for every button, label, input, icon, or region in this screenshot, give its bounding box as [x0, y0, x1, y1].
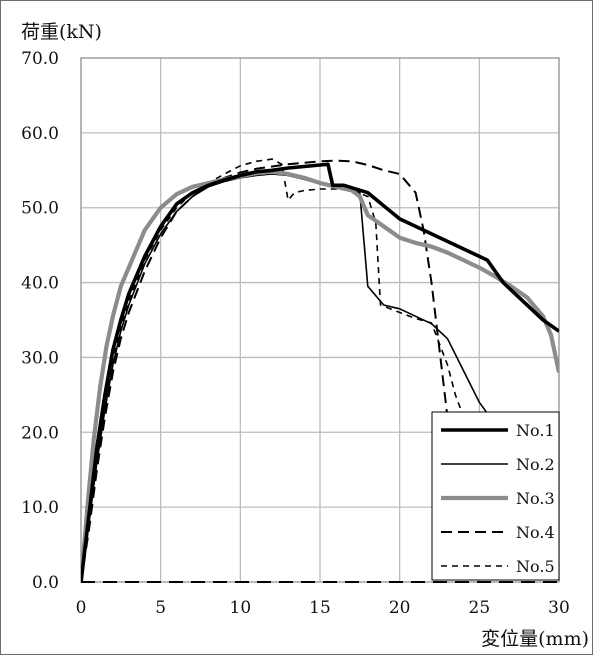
x-tick-label: 20 — [389, 598, 411, 618]
y-tick-label: 50.0 — [21, 199, 59, 219]
series-line-no1 — [81, 162, 559, 582]
series-line-no3 — [81, 169, 559, 582]
y-tick-labels: 0.0 10.0 20.0 30.0 40.0 50.0 60.0 70.0 — [21, 49, 59, 593]
series-lines — [81, 158, 559, 582]
x-tick-labels: 0 5 10 15 20 25 30 — [76, 598, 570, 618]
x-tick-label: 0 — [76, 598, 87, 618]
y-tick-label: 10.0 — [21, 498, 59, 518]
series-line-no4 — [81, 159, 449, 582]
x-tick-label: 30 — [548, 598, 570, 618]
y-tick-label: 40.0 — [21, 274, 59, 294]
x-tick-label: 5 — [155, 598, 166, 618]
x-tick-label: 25 — [469, 598, 491, 618]
y-tick-label: 60.0 — [21, 124, 59, 144]
grid-lines — [80, 57, 560, 583]
plot-area-border — [80, 57, 560, 583]
legend-label: No.5 — [516, 557, 555, 576]
series-line-no2 — [81, 173, 500, 582]
y-axis-title: 荷重(kN) — [21, 21, 102, 43]
x-tick-label: 10 — [230, 598, 252, 618]
y-tick-label: 30.0 — [21, 348, 59, 368]
series-line-no5 — [81, 158, 468, 582]
x-tick-label: 15 — [309, 598, 331, 618]
y-tick-label: 20.0 — [21, 423, 59, 443]
legend-label: No.2 — [516, 455, 555, 474]
legend-label: No.3 — [516, 489, 555, 508]
legend-label: No.4 — [516, 523, 555, 542]
legend-label: No.1 — [516, 421, 555, 440]
y-tick-label: 70.0 — [21, 49, 59, 69]
legend: No.1 No.2 No.3 No.4 No.5 — [431, 411, 560, 581]
x-axis-title: 変位量(mm) — [481, 628, 589, 650]
y-tick-label: 0.0 — [32, 573, 59, 593]
